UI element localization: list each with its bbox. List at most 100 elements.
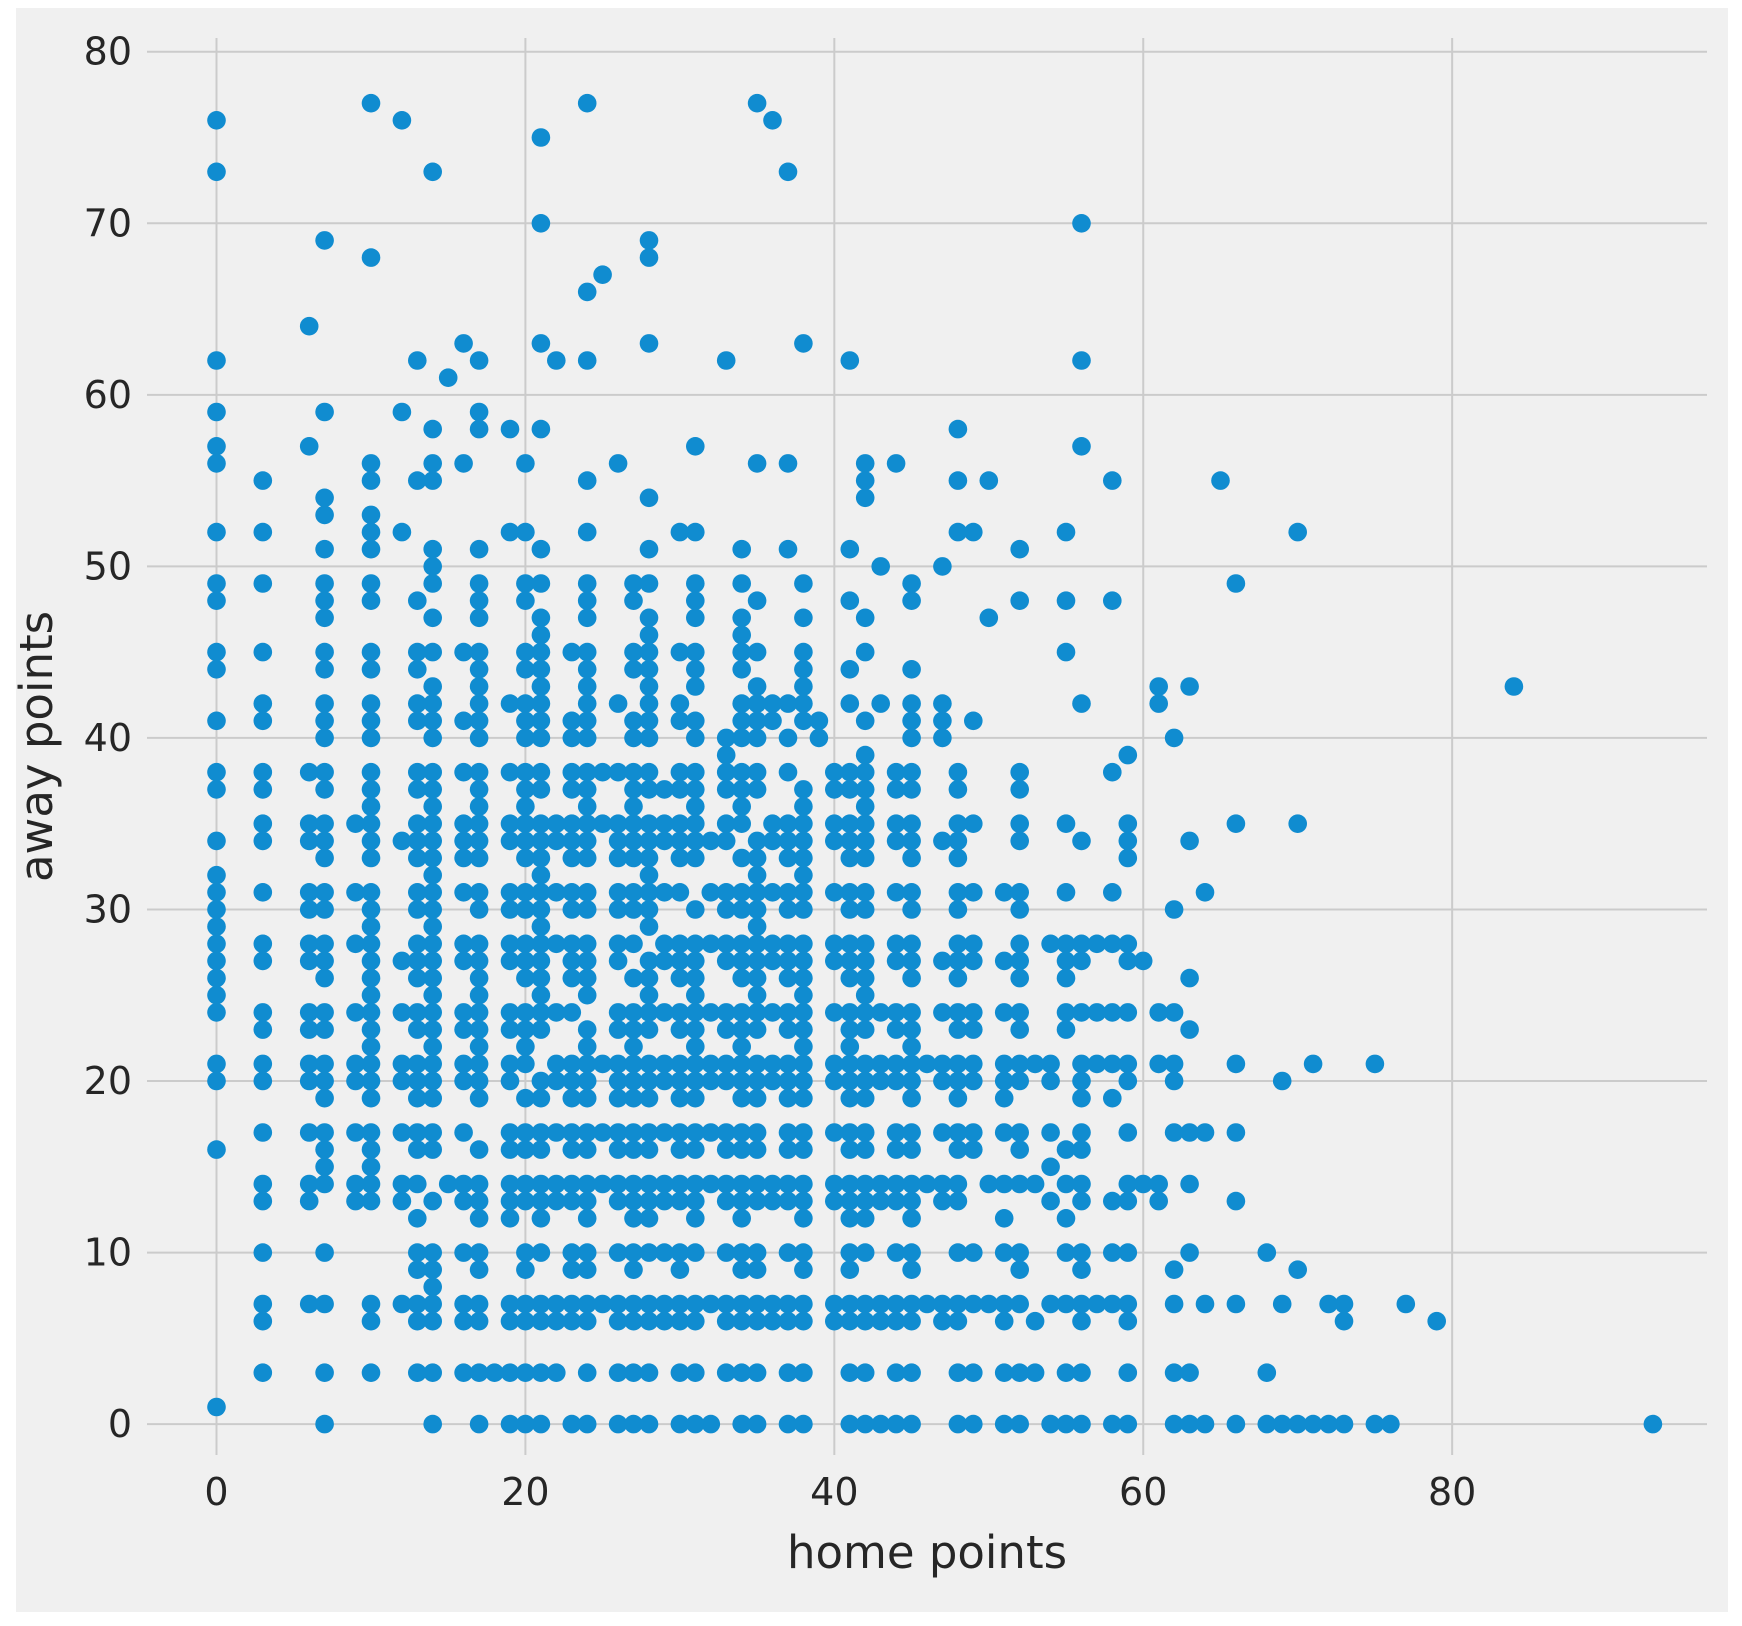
scatter-point <box>794 797 813 816</box>
scatter-point <box>408 780 427 799</box>
scatter-point <box>686 1311 705 1331</box>
scatter-point <box>392 1003 412 1022</box>
scatter-point <box>516 1414 535 1434</box>
scatter-point <box>624 1243 643 1262</box>
scatter-point <box>639 883 659 902</box>
scatter-point <box>577 1140 597 1159</box>
y-tick-label: 30 <box>84 887 132 931</box>
scatter-point <box>855 1311 875 1331</box>
scatter-point <box>902 1260 921 1279</box>
scatter-point <box>902 1123 921 1142</box>
scatter-point <box>732 1191 751 1211</box>
scatter-point <box>747 694 767 713</box>
scatter-point <box>624 762 643 782</box>
scatter-point <box>716 1363 736 1382</box>
scatter-point <box>315 694 334 713</box>
scatter-point <box>346 1054 365 1074</box>
scatter-point <box>778 814 798 833</box>
scatter-point <box>500 1209 520 1228</box>
scatter-point <box>1103 1191 1122 1211</box>
scatter-point <box>994 1123 1014 1142</box>
scatter-point <box>1056 934 1076 954</box>
scatter-point <box>871 1294 890 1314</box>
scatter-point <box>346 883 365 902</box>
scatter-point <box>639 539 659 559</box>
scatter-point <box>840 1174 860 1194</box>
scatter-point <box>886 1123 906 1142</box>
scatter-point <box>1041 1054 1060 1074</box>
scatter-point <box>423 848 443 868</box>
scatter-point <box>763 1003 782 1022</box>
scatter-point <box>1103 762 1122 782</box>
scatter-point <box>732 1140 751 1159</box>
scatter-point <box>825 831 844 851</box>
scatter-point <box>516 1243 535 1262</box>
scatter-point <box>794 848 813 868</box>
scatter-point <box>948 780 968 799</box>
scatter-point <box>516 797 535 816</box>
scatter-point <box>701 934 721 954</box>
scatter-point <box>315 1294 334 1314</box>
scatter-point <box>1010 951 1029 971</box>
scatter-point <box>732 951 751 971</box>
scatter-point <box>1056 951 1076 971</box>
scatter-point <box>577 1088 597 1108</box>
scatter-point <box>423 539 443 559</box>
scatter-point <box>964 1020 983 1039</box>
scatter-point <box>531 780 551 799</box>
scatter-point <box>948 951 968 971</box>
scatter-point <box>516 1174 535 1194</box>
scatter-point <box>855 454 875 473</box>
scatter-point <box>794 1071 813 1091</box>
scatter-point <box>253 1054 273 1074</box>
scatter-point <box>670 642 690 662</box>
scatter-point <box>624 1174 643 1194</box>
scatter-point <box>716 1003 736 1022</box>
scatter-point <box>825 1294 844 1314</box>
scatter-point <box>624 1209 643 1228</box>
scatter-point <box>840 1020 860 1039</box>
scatter-point <box>562 1260 582 1279</box>
scatter-point <box>886 1311 906 1331</box>
scatter-point <box>948 1020 968 1039</box>
scatter-point <box>1103 591 1122 610</box>
scatter-point <box>778 1363 798 1382</box>
scatter-point <box>1180 968 1199 988</box>
scatter-point <box>392 831 412 851</box>
scatter-point <box>500 1294 520 1314</box>
scatter-point <box>1056 1209 1076 1228</box>
scatter-point <box>840 968 860 988</box>
scatter-point <box>1149 677 1168 696</box>
scatter-point <box>933 1174 952 1194</box>
scatter-point <box>794 694 813 713</box>
scatter-point <box>500 694 520 713</box>
scatter-point <box>1319 1294 1338 1314</box>
scatter-point <box>531 1311 551 1331</box>
scatter-point <box>454 642 473 662</box>
scatter-point <box>516 728 535 748</box>
scatter-point <box>639 1123 659 1142</box>
scatter-point <box>871 1054 890 1074</box>
scatter-point <box>763 951 782 971</box>
scatter-point <box>577 848 597 868</box>
scatter-point <box>500 762 520 782</box>
scatter-point <box>1118 1003 1138 1022</box>
scatter-point <box>608 831 628 851</box>
scatter-point <box>562 780 582 799</box>
scatter-point <box>1041 1294 1060 1314</box>
scatter-point <box>516 591 535 610</box>
scatter-point <box>655 780 674 799</box>
scatter-point <box>1195 1414 1215 1434</box>
scatter-point <box>577 900 597 919</box>
scatter-point <box>577 797 597 816</box>
scatter-point <box>315 1363 334 1382</box>
x-tick-label: 0 <box>204 1470 228 1514</box>
scatter-point <box>253 522 273 542</box>
scatter-point <box>361 454 381 473</box>
scatter-point <box>438 1174 458 1194</box>
scatter-point <box>1010 539 1029 559</box>
scatter-point <box>1041 1071 1060 1091</box>
scatter-point <box>299 831 319 851</box>
scatter-point <box>361 574 381 593</box>
scatter-point <box>670 814 690 833</box>
